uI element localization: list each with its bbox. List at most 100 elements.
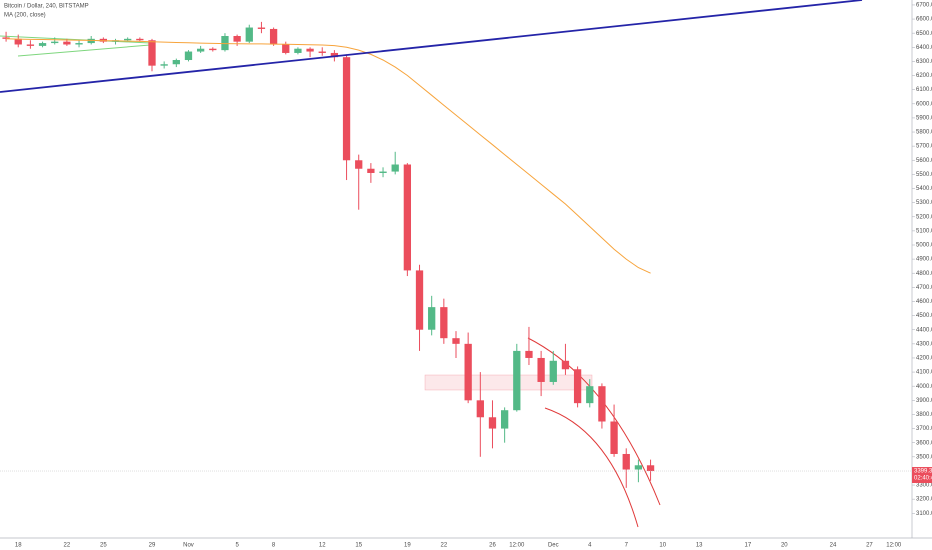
candle-body (38, 43, 47, 46)
y-tick-label: 5400.00 (916, 186, 932, 192)
candle-body (75, 43, 83, 45)
y-tick-label: 5100.00 (916, 228, 932, 234)
chart-title: Bitcoin / Dollar, 240, BITSTAMP (4, 4, 89, 10)
candle-body (415, 270, 424, 330)
y-tick-label: 4400.00 (916, 327, 932, 333)
candle-body (500, 410, 509, 429)
green-trendline (17, 44, 151, 57)
x-tick-label: 22 (64, 543, 71, 549)
candle-body (573, 369, 582, 404)
candle-body (282, 44, 290, 53)
zone-rect (424, 374, 593, 391)
candle-body (184, 51, 193, 61)
candle-body (646, 465, 655, 472)
x-tick-label: 12 (319, 543, 326, 549)
candle-body (464, 343, 472, 401)
candle-body (2, 37, 10, 39)
candle-body (428, 307, 436, 330)
x-tick-label: 18 (15, 543, 22, 549)
y-tick-label: 4600.00 (916, 299, 932, 305)
candle-body (148, 40, 156, 66)
candle-body (367, 168, 375, 173)
candle-body (440, 307, 448, 339)
candle-body (488, 417, 497, 429)
x-tick-label: 5 (235, 543, 239, 549)
y-tick-label: 5800.00 (916, 130, 932, 136)
candle-body (14, 38, 22, 45)
candle-body (355, 160, 363, 169)
red-channel (544, 407, 639, 528)
y-tick-label: 3900.00 (916, 398, 932, 404)
y-tick-label: 6700.00 (916, 3, 932, 9)
x-tick-label: 8 (272, 543, 276, 549)
candle-body (452, 338, 460, 344)
candle-body (26, 44, 35, 46)
x-tick-label: 26 (489, 543, 496, 549)
x-tick-label: Nov (183, 543, 194, 549)
y-tick-label: 3300.00 (916, 483, 932, 489)
candle-body (330, 52, 339, 58)
y-tick-label: 6400.00 (916, 45, 932, 51)
x-tick-label: 20 (781, 543, 788, 549)
y-tick-label: 3600.00 (916, 440, 932, 446)
y-tick-label: 3800.00 (916, 412, 932, 418)
candle-body (476, 400, 484, 418)
candle-body (209, 48, 217, 51)
y-tick-label: 6000.00 (916, 101, 932, 107)
candle-body (233, 36, 241, 42)
candle-body (87, 38, 95, 44)
candle-body (622, 453, 630, 470)
x-tick-label: 13 (696, 543, 703, 549)
candle-body (245, 27, 253, 42)
candle-body (63, 41, 71, 45)
x-tick-label: 24 (830, 543, 837, 549)
y-tick-label: 5700.00 (916, 144, 932, 150)
legend-entry: MA (200, close) (4, 13, 46, 19)
candle-body (306, 48, 314, 52)
y-tick-label: 6100.00 (916, 87, 932, 93)
y-tick-label: 3700.00 (916, 426, 932, 432)
candle-body (610, 421, 618, 454)
candle-body (391, 164, 399, 172)
y-tick-label: 4200.00 (916, 356, 932, 362)
candle-body (561, 360, 570, 370)
green-trendline (0, 35, 151, 44)
y-tick-label: 3100.00 (916, 511, 932, 517)
x-tick-label: 7 (625, 543, 629, 549)
x-tick-label: 29 (149, 543, 156, 549)
countdown-label: 02:40:43 (914, 476, 932, 482)
y-tick-label: 4000.00 (916, 384, 932, 390)
blue-trendline (0, 0, 863, 93)
candle-body (537, 357, 545, 382)
x-tick-label: 12:00 (886, 543, 902, 549)
y-tick-label: 6500.00 (916, 31, 932, 37)
candle-body (598, 386, 606, 422)
ma-line (6, 38, 651, 274)
y-tick-label: 4900.00 (916, 257, 932, 263)
y-tick-label: 5900.00 (916, 115, 932, 121)
candle-body (124, 38, 132, 41)
x-tick-label: 4 (588, 543, 592, 549)
candle-body (342, 57, 351, 161)
x-tick-label: 22 (440, 543, 447, 549)
candle-body (294, 48, 302, 53)
x-tick-label: 12:00 (509, 543, 525, 549)
y-tick-label: 3500.00 (916, 454, 932, 460)
y-tick-label: 5600.00 (916, 158, 932, 164)
candle-body (51, 41, 59, 44)
x-tick-label: 19 (404, 543, 411, 549)
y-tick-label: 4800.00 (916, 271, 932, 277)
y-tick-label: 6200.00 (916, 73, 932, 79)
candle-body (586, 386, 594, 404)
candle-body (136, 38, 144, 41)
candle-body (379, 171, 387, 173)
y-tick-label: 6600.00 (916, 17, 932, 23)
y-tick-label: 5200.00 (916, 214, 932, 220)
candle-body (172, 60, 180, 65)
y-tick-label: 3200.00 (916, 497, 932, 503)
x-tick-label: Dec (548, 543, 559, 549)
candle-body (221, 36, 229, 51)
